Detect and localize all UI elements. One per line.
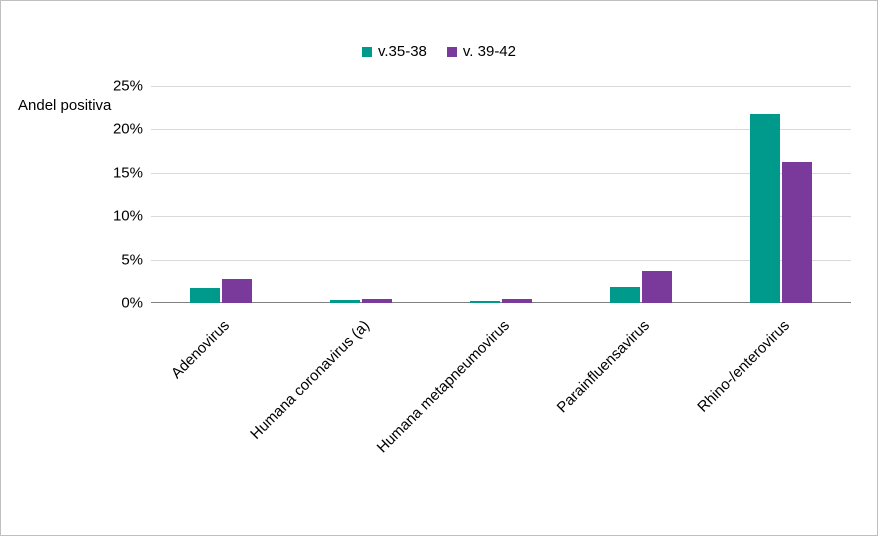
legend: v.35-38 v. 39-42 — [1, 43, 877, 61]
gridline — [151, 86, 851, 87]
y-tick-label: 20% — [93, 121, 143, 138]
bar — [502, 299, 532, 303]
bar — [222, 279, 252, 303]
plot-area: 0%5%10%15%20%25%AdenovirusHumana coronav… — [151, 86, 851, 303]
bar — [190, 288, 220, 303]
y-tick-label: 5% — [93, 251, 143, 268]
bar — [330, 300, 360, 303]
bar — [782, 162, 812, 303]
bar — [642, 271, 672, 303]
y-axis-title: Andel positiva — [18, 97, 111, 114]
legend-label: v. 39-42 — [463, 43, 516, 60]
virus-positivity-chart: v.35-38v. 39-42 Andel positiva 0%5%10%15… — [0, 0, 878, 536]
legend-swatch-icon — [362, 47, 372, 57]
gridline — [151, 260, 851, 261]
bar — [750, 114, 780, 303]
x-axis-line — [151, 302, 851, 303]
legend-label: v.35-38 — [378, 43, 427, 60]
bar — [470, 301, 500, 303]
legend-item: v. 39-42 — [447, 43, 516, 60]
legend-swatch-icon — [447, 47, 457, 57]
gridline — [151, 216, 851, 217]
y-tick-label: 15% — [93, 164, 143, 181]
gridline — [151, 173, 851, 174]
y-tick-label: 25% — [93, 78, 143, 95]
bar — [610, 287, 640, 303]
legend-item: v.35-38 — [362, 43, 427, 60]
gridline — [151, 129, 851, 130]
y-tick-label: 0% — [93, 295, 143, 312]
y-tick-label: 10% — [93, 208, 143, 225]
bar — [362, 299, 392, 303]
